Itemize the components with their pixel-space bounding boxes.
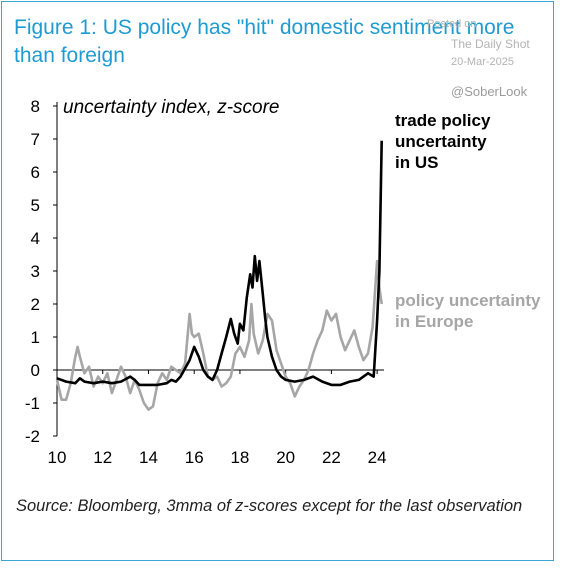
y-tick-label: 6 [31, 163, 40, 182]
series-label-us: uncertainty [395, 132, 487, 151]
chart-title: Figure 1: US policy has "hit" domestic s… [14, 16, 515, 67]
series-label-europe: in Europe [395, 312, 473, 331]
y-tick-label: 5 [31, 196, 40, 215]
watermark-publisher: The Daily Shot [451, 37, 530, 51]
chart-subtitle: uncertainty index, z-score [63, 97, 280, 118]
x-tick-label: 22 [322, 448, 341, 467]
x-tick-label: 18 [230, 448, 249, 467]
x-tick-label: 14 [139, 448, 158, 467]
y-tick-label: 1 [31, 328, 40, 347]
y-tick-label: 2 [31, 295, 40, 314]
y-tick-label: 4 [31, 229, 40, 248]
series-line-us [56, 140, 383, 387]
y-tick-label: 8 [31, 97, 40, 116]
x-tick-label: 16 [185, 448, 204, 467]
watermark-date: 20-Mar-2025 [451, 56, 514, 68]
y-tick-label: 3 [31, 262, 40, 281]
watermark-handle: @SoberLook [451, 84, 528, 99]
y-tick-label: 0 [31, 361, 40, 380]
x-tick-label: 10 [48, 448, 67, 467]
series-line-europe [55, 259, 383, 411]
x-tick-label: 24 [368, 448, 387, 467]
y-tick-label: -2 [25, 427, 40, 446]
y-tick-label: 7 [31, 130, 40, 149]
x-tick-label: 20 [276, 448, 295, 467]
chart-frame [1, 1, 554, 561]
y-tick-label: -1 [25, 394, 40, 413]
series-label-us: trade policy [395, 111, 491, 130]
source-note: Source: Bloomberg, 3mma of z-scores exce… [16, 497, 523, 515]
x-tick-label: 12 [93, 448, 112, 467]
series-label-europe: policy uncertainty [395, 291, 541, 310]
series-label-us: in US [395, 153, 438, 172]
watermark-posted-on: Posted on [427, 18, 477, 30]
